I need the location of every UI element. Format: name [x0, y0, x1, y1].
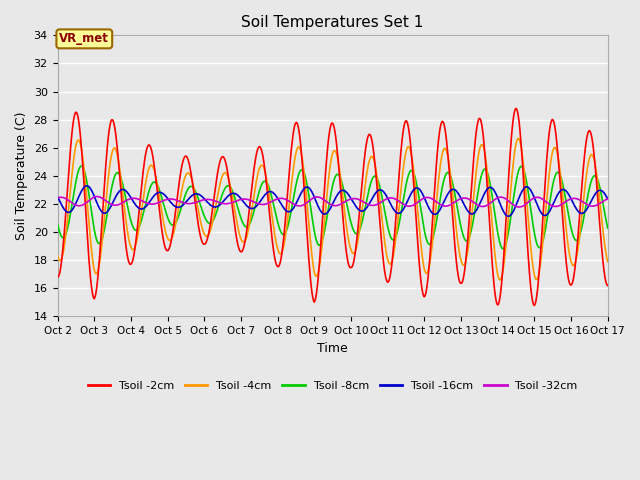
Y-axis label: Soil Temperature (C): Soil Temperature (C) — [15, 112, 28, 240]
X-axis label: Time: Time — [317, 342, 348, 355]
Text: VR_met: VR_met — [60, 32, 109, 46]
Title: Soil Temperatures Set 1: Soil Temperatures Set 1 — [241, 15, 424, 30]
Legend: Tsoil -2cm, Tsoil -4cm, Tsoil -8cm, Tsoil -16cm, Tsoil -32cm: Tsoil -2cm, Tsoil -4cm, Tsoil -8cm, Tsoi… — [83, 376, 582, 395]
